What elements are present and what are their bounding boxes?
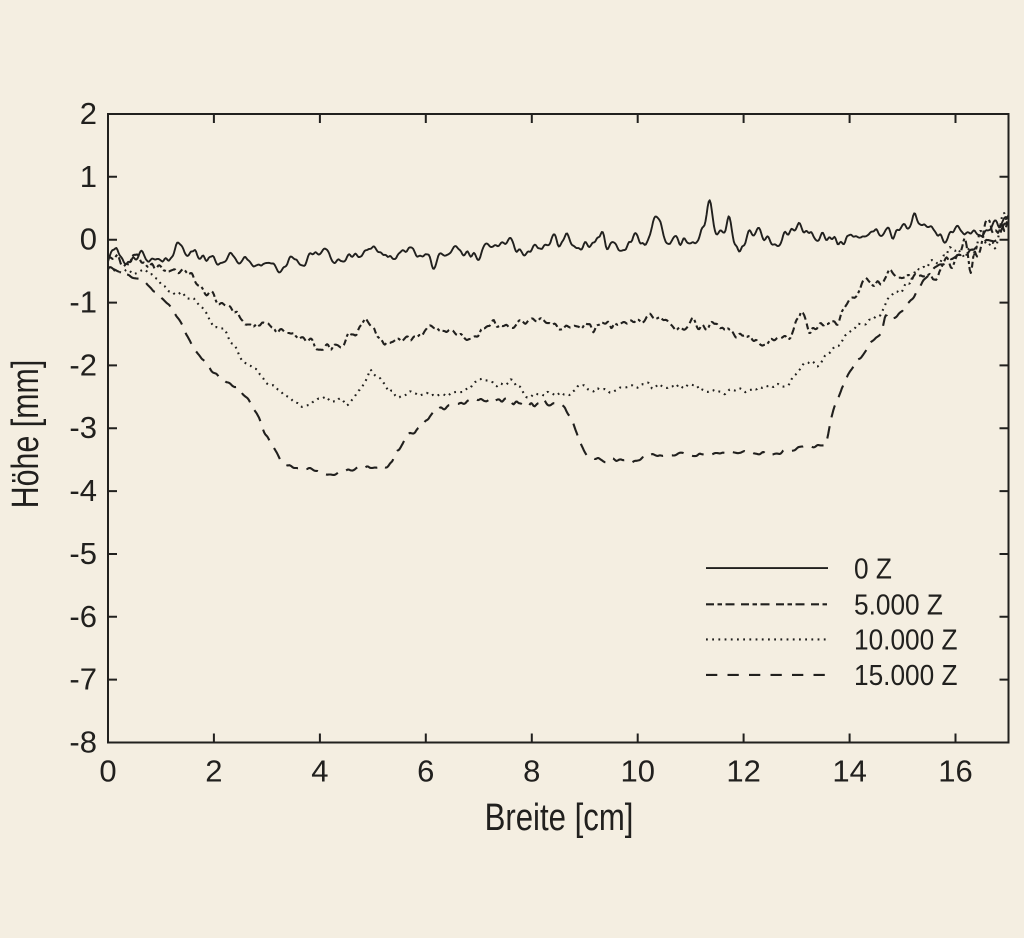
svg-text:-2: -2 bbox=[69, 347, 97, 382]
svg-text:-7: -7 bbox=[69, 662, 97, 697]
svg-text:8: 8 bbox=[523, 754, 540, 789]
svg-text:0 Z: 0 Z bbox=[854, 552, 892, 584]
svg-text:14: 14 bbox=[832, 754, 866, 789]
svg-text:-5: -5 bbox=[69, 536, 97, 571]
svg-text:12: 12 bbox=[726, 754, 760, 789]
svg-text:0: 0 bbox=[80, 222, 97, 257]
svg-text:-1: -1 bbox=[69, 285, 97, 320]
svg-text:-6: -6 bbox=[69, 599, 97, 634]
svg-text:2: 2 bbox=[205, 754, 222, 789]
svg-text:-3: -3 bbox=[69, 410, 97, 445]
svg-text:-8: -8 bbox=[69, 725, 97, 760]
svg-text:6: 6 bbox=[417, 754, 434, 789]
svg-text:5.000 Z: 5.000 Z bbox=[854, 588, 943, 620]
svg-text:-4: -4 bbox=[69, 473, 97, 508]
svg-text:10: 10 bbox=[620, 754, 654, 789]
svg-text:10.000 Z: 10.000 Z bbox=[854, 624, 957, 656]
svg-text:16: 16 bbox=[938, 754, 972, 789]
svg-text:2: 2 bbox=[80, 96, 97, 131]
svg-text:15.000 Z: 15.000 Z bbox=[854, 659, 957, 691]
svg-text:0: 0 bbox=[99, 754, 116, 789]
svg-text:Breite [cm]: Breite [cm] bbox=[485, 797, 634, 839]
svg-text:Höhe [mm]: Höhe [mm] bbox=[5, 360, 47, 509]
svg-text:1: 1 bbox=[80, 159, 97, 194]
svg-text:4: 4 bbox=[311, 754, 328, 789]
